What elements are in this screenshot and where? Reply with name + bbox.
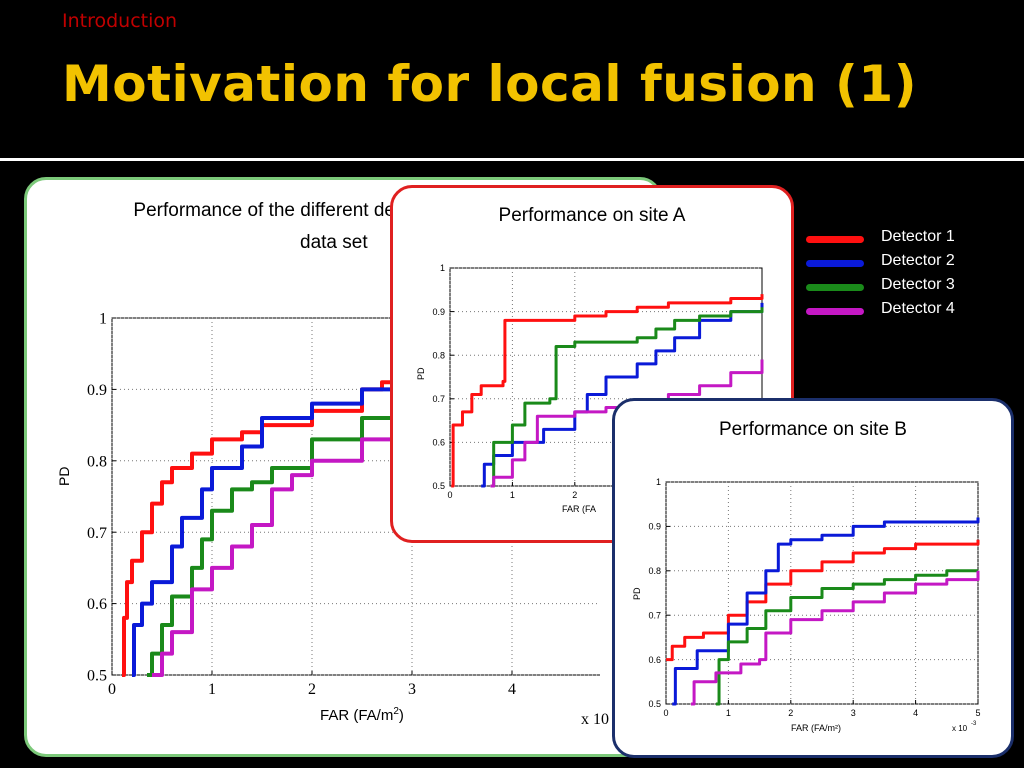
- series-line-detector-2: [672, 517, 980, 706]
- site-b-x-multiplier: x 10: [952, 724, 968, 733]
- y-tick-label: 0.5: [87, 668, 107, 685]
- x-tick-label: 2: [308, 681, 316, 698]
- main-chart-title-line2: data set: [300, 232, 368, 253]
- legend-item: Detector 3: [806, 276, 1006, 300]
- series-line-detector-1: [122, 380, 402, 677]
- y-tick-label: 0.8: [87, 453, 107, 470]
- y-tick-label: 0.6: [87, 596, 107, 613]
- legend-swatch: [806, 308, 864, 315]
- x-tick-label: 1: [510, 490, 515, 500]
- site-b-chart: 0 1 2 3 4 5 0.5 0.6 0.7 0.8 0.9 1 FAR (FA/m²) PD x 10-…: [632, 477, 981, 733]
- legend-label: Detector 1: [881, 228, 955, 245]
- x-tick-label: 1: [208, 681, 216, 698]
- y-tick-label: 1: [656, 477, 661, 487]
- legend-swatch: [806, 236, 864, 243]
- legend-label: Detector 4: [881, 300, 955, 317]
- site-b-ylabel: PD: [632, 587, 642, 600]
- series-line-detector-2: [481, 302, 764, 488]
- x-tick-label: 1: [726, 708, 731, 718]
- site-b-xlabel: FAR (FA/m²): [791, 723, 841, 733]
- y-tick-label: 0.9: [648, 522, 661, 532]
- y-tick-label: 0.5: [432, 481, 445, 491]
- series-line-detector-3: [490, 307, 764, 488]
- series-line-detector-2: [132, 382, 404, 677]
- y-tick-label: 0.9: [432, 307, 445, 317]
- y-tick-label: 1: [99, 311, 107, 328]
- slide-title: Motivation for local fusion (1): [62, 55, 918, 113]
- legend-label: Detector 3: [881, 276, 955, 293]
- section-label: Introduction: [62, 10, 178, 32]
- site-a-title: Performance on site A: [498, 205, 686, 226]
- x-tick-label: 0: [447, 490, 452, 500]
- legend-item: Detector 2: [806, 252, 1006, 276]
- site-b-x-multiplier-exp: -3: [971, 721, 977, 727]
- header-divider: [0, 158, 1024, 161]
- x-tick-label: 3: [408, 681, 416, 698]
- series-line-detector-1: [451, 294, 764, 488]
- slide-header: Introduction Motivation for local fusion…: [0, 0, 1024, 158]
- main-chart-xlabel: FAR (FA/m2): [320, 706, 404, 724]
- series-line-detector-3: [715, 569, 978, 706]
- legend-item: Detector 1: [806, 228, 1006, 252]
- legend-swatch: [806, 284, 864, 291]
- x-tick-label: 3: [851, 708, 856, 718]
- y-tick-label: 0.7: [87, 525, 107, 542]
- x-tick-label: 5: [975, 708, 980, 718]
- y-tick-label: 0.7: [648, 610, 661, 620]
- x-tick-label: 2: [572, 490, 577, 500]
- main-chart-title-line1: Performance of the different de: [133, 200, 395, 221]
- legend-swatch: [806, 260, 864, 267]
- series-line-detector-4: [690, 570, 980, 706]
- y-tick-label: 0.5: [648, 699, 661, 709]
- x-tick-label: 0: [108, 681, 116, 698]
- legend-label: Detector 2: [881, 252, 955, 269]
- x-tick-label: 4: [508, 681, 516, 698]
- series-line-detector-1: [666, 539, 980, 662]
- site-a-ylabel: PD: [416, 367, 426, 380]
- series-line-detector-3: [147, 410, 404, 677]
- main-chart-ylabel: PD: [56, 466, 72, 486]
- x-tick-label: 0: [663, 708, 668, 718]
- y-tick-label: 0.8: [648, 566, 661, 576]
- x-tick-label: 2: [788, 708, 793, 718]
- y-tick-label: 0.7: [432, 394, 445, 404]
- x-tick-label: 4: [913, 708, 918, 718]
- y-tick-label: 0.6: [648, 655, 661, 665]
- main-chart-x-multiplier: x 10: [581, 711, 609, 728]
- series-line-detector-4: [152, 425, 404, 677]
- site-b-title: Performance on site B: [719, 419, 907, 440]
- y-tick-label: 0.9: [87, 382, 107, 399]
- legend-item: Detector 4: [806, 300, 1006, 324]
- y-tick-label: 0.6: [432, 438, 445, 448]
- y-tick-label: 0.8: [432, 350, 445, 360]
- site-a-xlabel: FAR (FA: [562, 504, 596, 514]
- y-tick-label: 1: [440, 263, 445, 273]
- legend: Detector 1 Detector 2 Detector 3 Detecto…: [806, 228, 1006, 324]
- series-line-detector-4: [490, 359, 764, 488]
